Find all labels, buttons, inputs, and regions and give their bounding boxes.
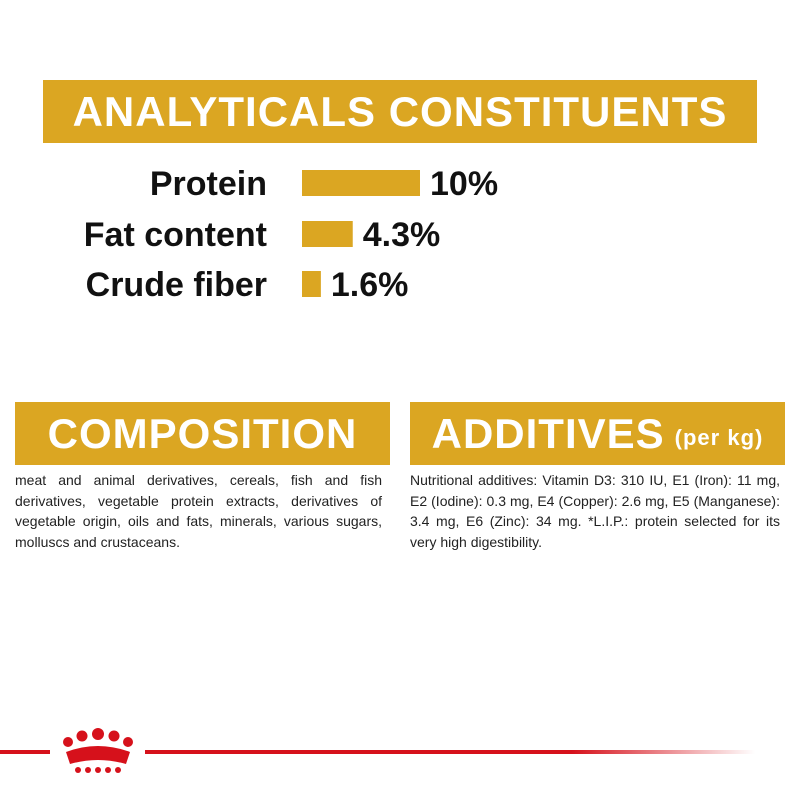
row-value: 4.3% — [363, 216, 441, 254]
analyticals-title: ANALYTICALS CONSTITUENTS — [43, 80, 757, 143]
row-label: Fat content — [84, 216, 267, 254]
row-value: 10% — [430, 165, 498, 203]
red-line-right — [145, 750, 755, 754]
bar — [302, 221, 353, 247]
bar — [302, 170, 420, 196]
additives-title: ADDITIVES — [431, 409, 665, 457]
additives-banner: ADDITIVES (per kg) — [410, 402, 785, 465]
composition-text: meat and animal derivatives, cereals, fi… — [15, 472, 382, 550]
row-label: Crude fiber — [86, 266, 267, 304]
row-value: 1.6% — [331, 266, 409, 304]
additives-text: Nutritional additives: Vitamin D3: 310 I… — [410, 472, 780, 550]
composition-title: COMPOSITION — [15, 402, 390, 465]
crown-logo — [63, 728, 133, 773]
row-label: Protein — [150, 165, 267, 203]
bar — [302, 271, 321, 297]
additives-unit: (per kg) — [674, 424, 764, 450]
